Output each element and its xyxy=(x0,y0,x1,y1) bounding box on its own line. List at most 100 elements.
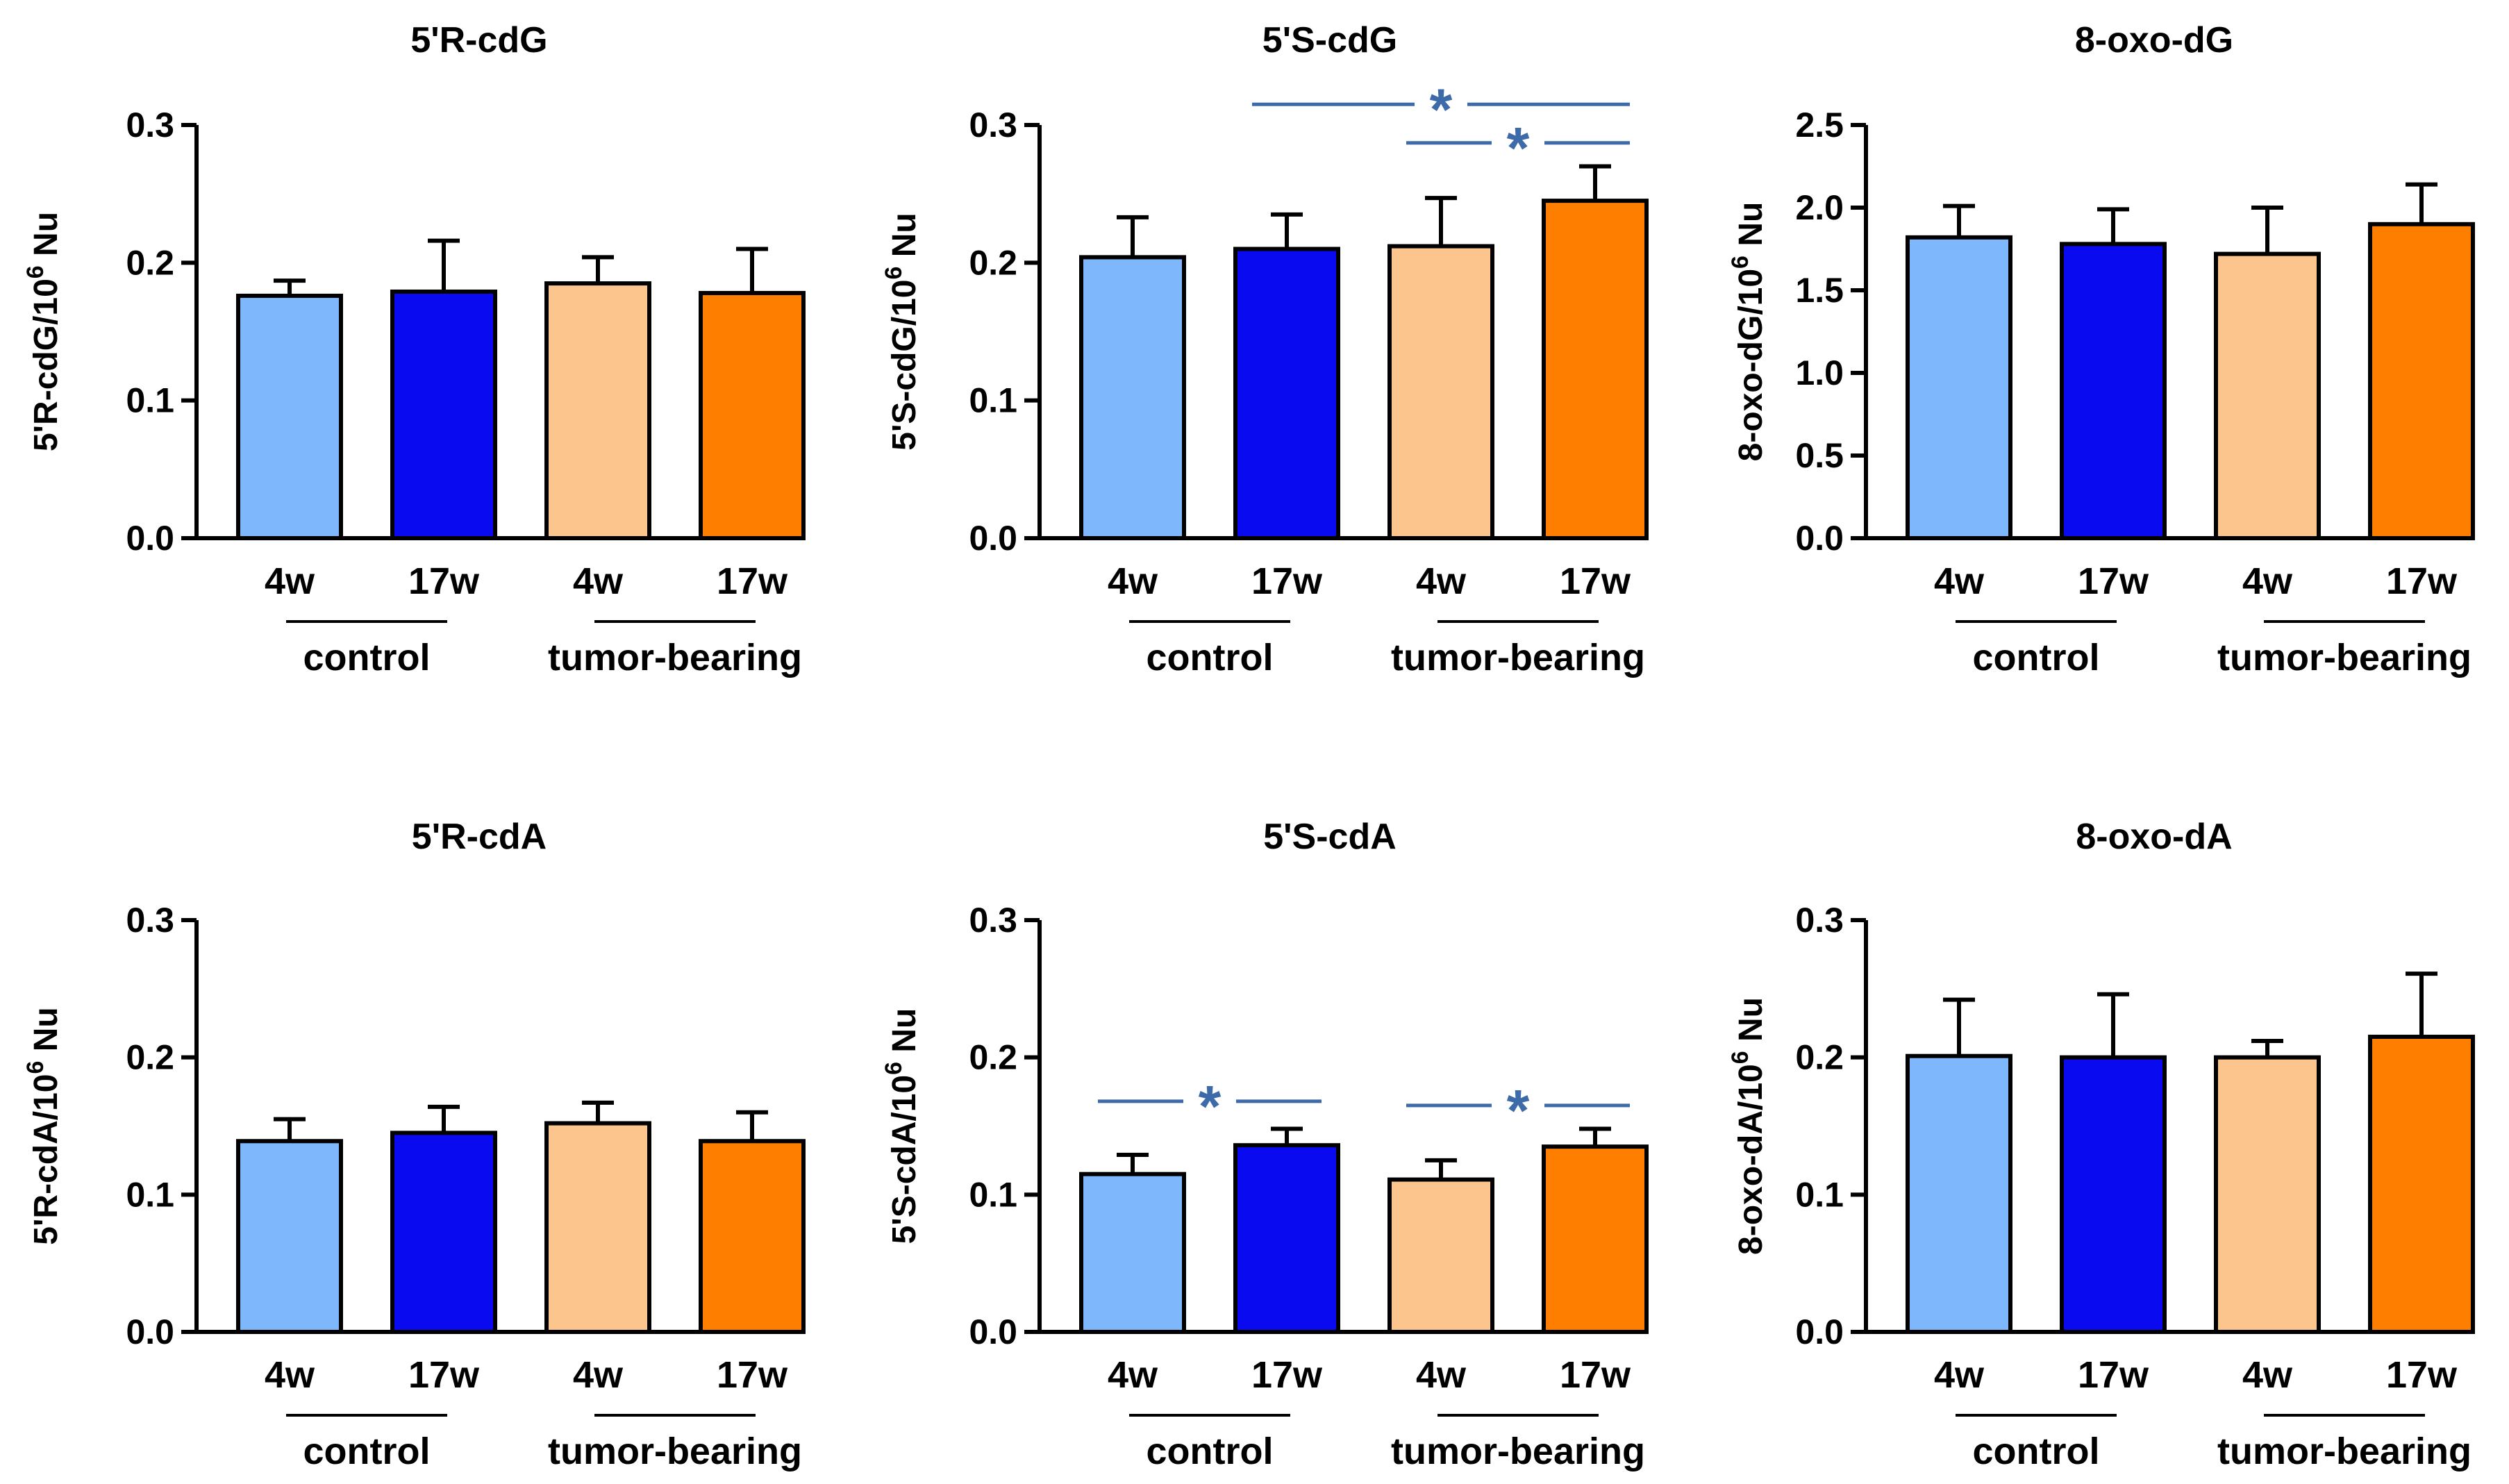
y-axis-label-unit: Nu xyxy=(886,212,923,266)
group-label: control xyxy=(1147,1431,1274,1472)
group-label: control xyxy=(303,1431,431,1472)
y-axis-label-main: 5'R-cdG/10 xyxy=(28,278,65,451)
group-label: control xyxy=(1147,637,1274,678)
y-axis-label: 5'R-cdA/106 Nu xyxy=(22,1007,65,1244)
x-tick-label: 4w xyxy=(573,560,624,602)
y-tick-label: 0.3 xyxy=(1795,901,1844,940)
y-axis-label-main: 8-oxo-dG/10 xyxy=(1733,269,1769,461)
bar xyxy=(1542,1144,1649,1335)
y-tick-label: 0.3 xyxy=(126,901,174,940)
y-tick-label: 0.5 xyxy=(1795,436,1844,475)
chart-title: 5'S-cdG xyxy=(1262,20,1397,60)
y-axis-label: 5'S-cdG/106 Nu xyxy=(881,212,923,450)
y-axis-label-main: 5'S-cdG/10 xyxy=(886,280,923,451)
chart-title: 5'R-cdA xyxy=(412,817,547,857)
y-axis-label-main: 5'R-cdA/10 xyxy=(28,1074,65,1245)
y-axis-label-main: 8-oxo-dA/10 xyxy=(1733,1064,1769,1255)
bar xyxy=(1542,199,1649,540)
bar xyxy=(390,1131,497,1334)
x-tick-label: 17w xyxy=(2078,560,2149,602)
bar xyxy=(1079,255,1186,540)
group-label: control xyxy=(303,637,431,678)
x-tick-label: 17w xyxy=(2386,1354,2458,1396)
bar xyxy=(1233,247,1340,540)
x-tick-label: 17w xyxy=(1251,560,1323,602)
x-tick-label: 4w xyxy=(2242,560,2293,602)
x-tick-label: 4w xyxy=(265,560,315,602)
significance-asterisk: * xyxy=(1199,1074,1222,1139)
significance-asterisk: * xyxy=(1430,76,1453,142)
y-tick-label: 0.2 xyxy=(126,1038,174,1077)
bar xyxy=(544,281,651,540)
chart-title: 8-oxo-dA xyxy=(2076,817,2232,857)
chart-panel-4: 5'R-cdA 5'R-cdA/106 Nu 0.0 0.1 0.2 0.3 4w 17w 4w… xyxy=(22,817,806,1472)
y-tick-label: 0.1 xyxy=(1795,1175,1844,1214)
y-axis-label-superscript: 6 xyxy=(22,1061,49,1074)
x-tick-label: 17w xyxy=(2078,1354,2149,1396)
y-tick-label: 0.1 xyxy=(126,381,174,420)
x-tick-label: 17w xyxy=(1560,560,1631,602)
group-label: tumor-bearing xyxy=(1391,1431,1645,1472)
y-tick-label: 0.1 xyxy=(126,1175,174,1214)
y-tick-label: 0.3 xyxy=(969,901,1017,940)
bar xyxy=(2214,1055,2321,1334)
bar xyxy=(2060,1055,2167,1334)
bar xyxy=(2060,242,2167,540)
significance-asterisk: * xyxy=(1507,115,1530,181)
chart-title: 8-oxo-dG xyxy=(2075,20,2233,60)
x-tick-label: 17w xyxy=(2386,560,2458,602)
chart-title: 5'S-cdA xyxy=(1263,817,1397,857)
y-axis-label-main: 5'S-cdA/10 xyxy=(886,1075,923,1244)
y-axis-label: 8-oxo-dA/106 Nu xyxy=(1727,997,1769,1255)
x-tick-label: 17w xyxy=(408,560,480,602)
y-axis-label: 8-oxo-dG/106 Nu xyxy=(1727,202,1769,462)
bar xyxy=(2368,1035,2475,1335)
x-tick-label: 17w xyxy=(717,560,788,602)
x-tick-label: 17w xyxy=(1251,1354,1323,1396)
y-tick-label: 2.5 xyxy=(1795,106,1844,144)
bar xyxy=(1079,1172,1186,1335)
x-tick-label: 4w xyxy=(1416,560,1467,602)
y-axis-label-superscript: 6 xyxy=(1727,256,1753,269)
bar xyxy=(699,290,806,540)
group-label: tumor-bearing xyxy=(1391,637,1645,678)
x-tick-label: 4w xyxy=(265,1354,315,1396)
y-tick-label: 0.0 xyxy=(969,1312,1017,1351)
y-tick-label: 0.1 xyxy=(969,381,1017,420)
y-axis-label: 5'R-cdG/106 Nu xyxy=(22,212,65,451)
y-axis-label-superscript: 6 xyxy=(881,267,907,280)
y-tick-label: 0.0 xyxy=(1795,1312,1844,1351)
chart-panel-6: 8-oxo-dA 8-oxo-dA/106 Nu 0.0 0.1 0.2 0.3 4w 17w… xyxy=(1727,817,2475,1472)
bar xyxy=(2214,251,2321,540)
chart-panel-5: 5'S-cdA 5'S-cdA/106 Nu 0.0 0.1 0.2 0.3 4w 17w 4w… xyxy=(881,817,1649,1472)
y-tick-label: 0.2 xyxy=(1795,1038,1844,1077)
group-label: tumor-bearing xyxy=(2217,1431,2472,1472)
group-label: control xyxy=(1973,1431,2100,1472)
y-tick-label: 1.0 xyxy=(1795,353,1844,392)
x-tick-label: 17w xyxy=(717,1354,788,1396)
y-tick-label: 0.3 xyxy=(126,106,174,144)
x-tick-label: 4w xyxy=(1934,1354,1985,1396)
chart-panel-2: 5'S-cdG 5'S-cdG/106 Nu 0.0 0.1 0.2 0.3 4w 17w 4w… xyxy=(881,20,1649,678)
x-tick-label: 4w xyxy=(1108,1354,1158,1396)
bar xyxy=(236,1139,343,1334)
y-tick-label: 1.5 xyxy=(1795,271,1844,310)
y-tick-label: 0.0 xyxy=(126,1312,174,1351)
bar xyxy=(236,293,343,540)
y-axis-label-unit: Nu xyxy=(28,1007,65,1060)
bar xyxy=(1387,1177,1494,1334)
bar xyxy=(1387,244,1494,540)
bar xyxy=(1233,1143,1340,1334)
y-axis-label-unit: Nu xyxy=(886,1008,923,1062)
y-axis-label-superscript: 6 xyxy=(1727,1051,1753,1064)
group-label: tumor-bearing xyxy=(2217,637,2472,678)
x-tick-label: 4w xyxy=(2242,1354,2293,1396)
bar xyxy=(1906,1053,2012,1334)
y-tick-label: 0.2 xyxy=(969,243,1017,282)
y-tick-label: 0.0 xyxy=(126,519,174,558)
y-tick-label: 0.0 xyxy=(969,519,1017,558)
x-tick-label: 4w xyxy=(1108,560,1158,602)
chart-panel-3: 8-oxo-dG 8-oxo-dG/106 Nu 0.0 0.5 1.0 1.5 2.0 2.… xyxy=(1727,20,2475,678)
x-tick-label: 4w xyxy=(573,1354,624,1396)
